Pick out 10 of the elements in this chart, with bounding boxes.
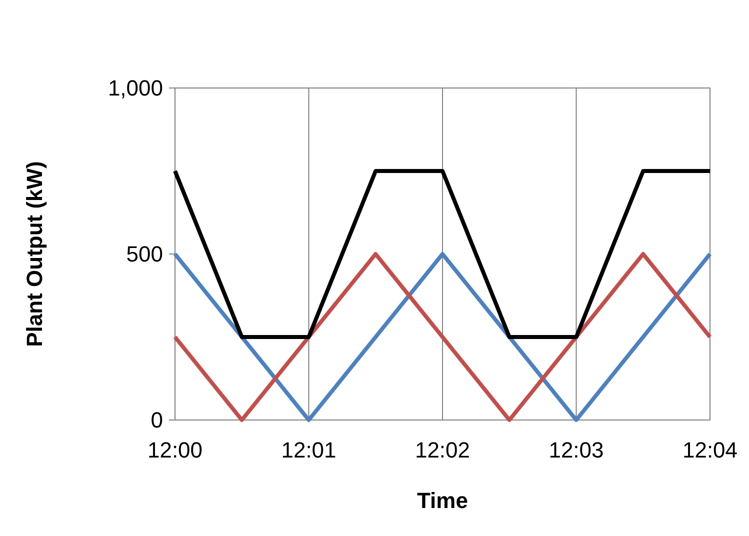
y-tick-label: 500	[126, 242, 163, 267]
y-tick-label: 1,000	[108, 76, 163, 101]
x-tick-label: 12:03	[548, 438, 604, 463]
y-tick-label: 0	[150, 408, 163, 433]
x-tick-label: 12:04	[682, 438, 738, 463]
x-tick-label: 12:02	[414, 438, 470, 463]
y-axis-title: Plant Output (kW)	[22, 161, 47, 347]
x-axis-title: Time	[417, 488, 468, 513]
x-tick-label: 12:01	[281, 438, 336, 463]
x-tick-label: 12:00	[147, 438, 203, 463]
